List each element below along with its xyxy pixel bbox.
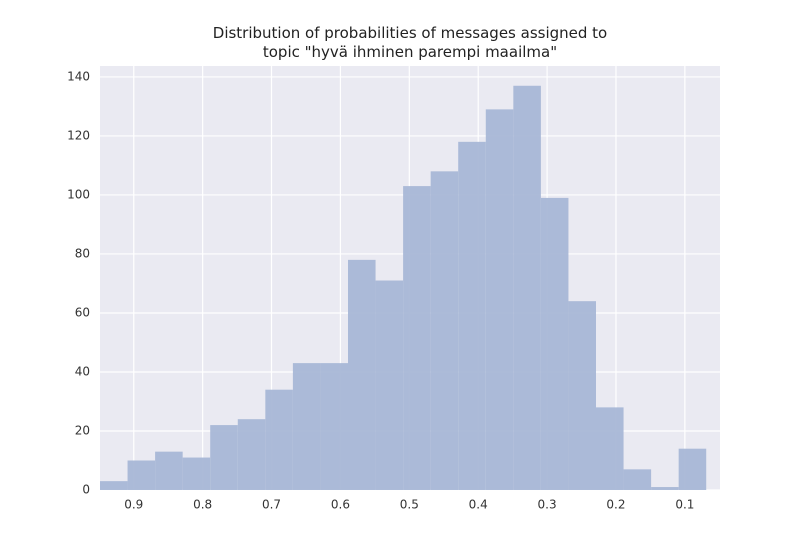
bar — [430, 171, 459, 490]
bar — [292, 363, 321, 490]
bar — [237, 419, 266, 490]
bar — [651, 487, 679, 490]
bar — [182, 457, 211, 490]
bar — [623, 469, 652, 490]
bar — [458, 141, 486, 490]
x-tick-label: 0.2 — [606, 498, 625, 512]
bar — [485, 109, 514, 491]
x-tick-label: 0.1 — [675, 498, 694, 512]
bar — [596, 407, 624, 490]
bar — [348, 259, 376, 490]
chart-title: Distribution of probabilities of message… — [212, 24, 608, 61]
x-tick-label: 0.8 — [193, 498, 212, 512]
y-tick-label: 100 — [67, 187, 90, 201]
bar — [155, 451, 183, 490]
bar — [403, 186, 431, 490]
bar — [513, 85, 541, 490]
bar — [540, 197, 569, 491]
x-tick-label: 0.4 — [469, 498, 488, 512]
bar — [320, 363, 348, 490]
bar — [265, 389, 293, 490]
y-tick-label: 40 — [75, 364, 90, 378]
x-tick-label: 0.6 — [331, 498, 350, 512]
y-tick-label: 20 — [75, 423, 90, 437]
bar — [568, 301, 596, 490]
bar — [678, 448, 707, 490]
x-tick-label: 0.3 — [538, 498, 557, 512]
y-tick-label: 60 — [75, 305, 90, 319]
bar — [100, 481, 128, 490]
y-tick-label: 0 — [82, 483, 90, 497]
x-tick-label: 0.5 — [400, 498, 419, 512]
x-tick-label: 0.9 — [124, 498, 143, 512]
bar — [375, 280, 404, 490]
y-tick-label: 120 — [67, 128, 90, 142]
x-tick-label: 0.7 — [262, 498, 281, 512]
bar — [210, 425, 238, 490]
y-tick-label: 80 — [75, 246, 90, 260]
y-tick-label: 140 — [67, 69, 90, 83]
bar — [127, 460, 156, 490]
